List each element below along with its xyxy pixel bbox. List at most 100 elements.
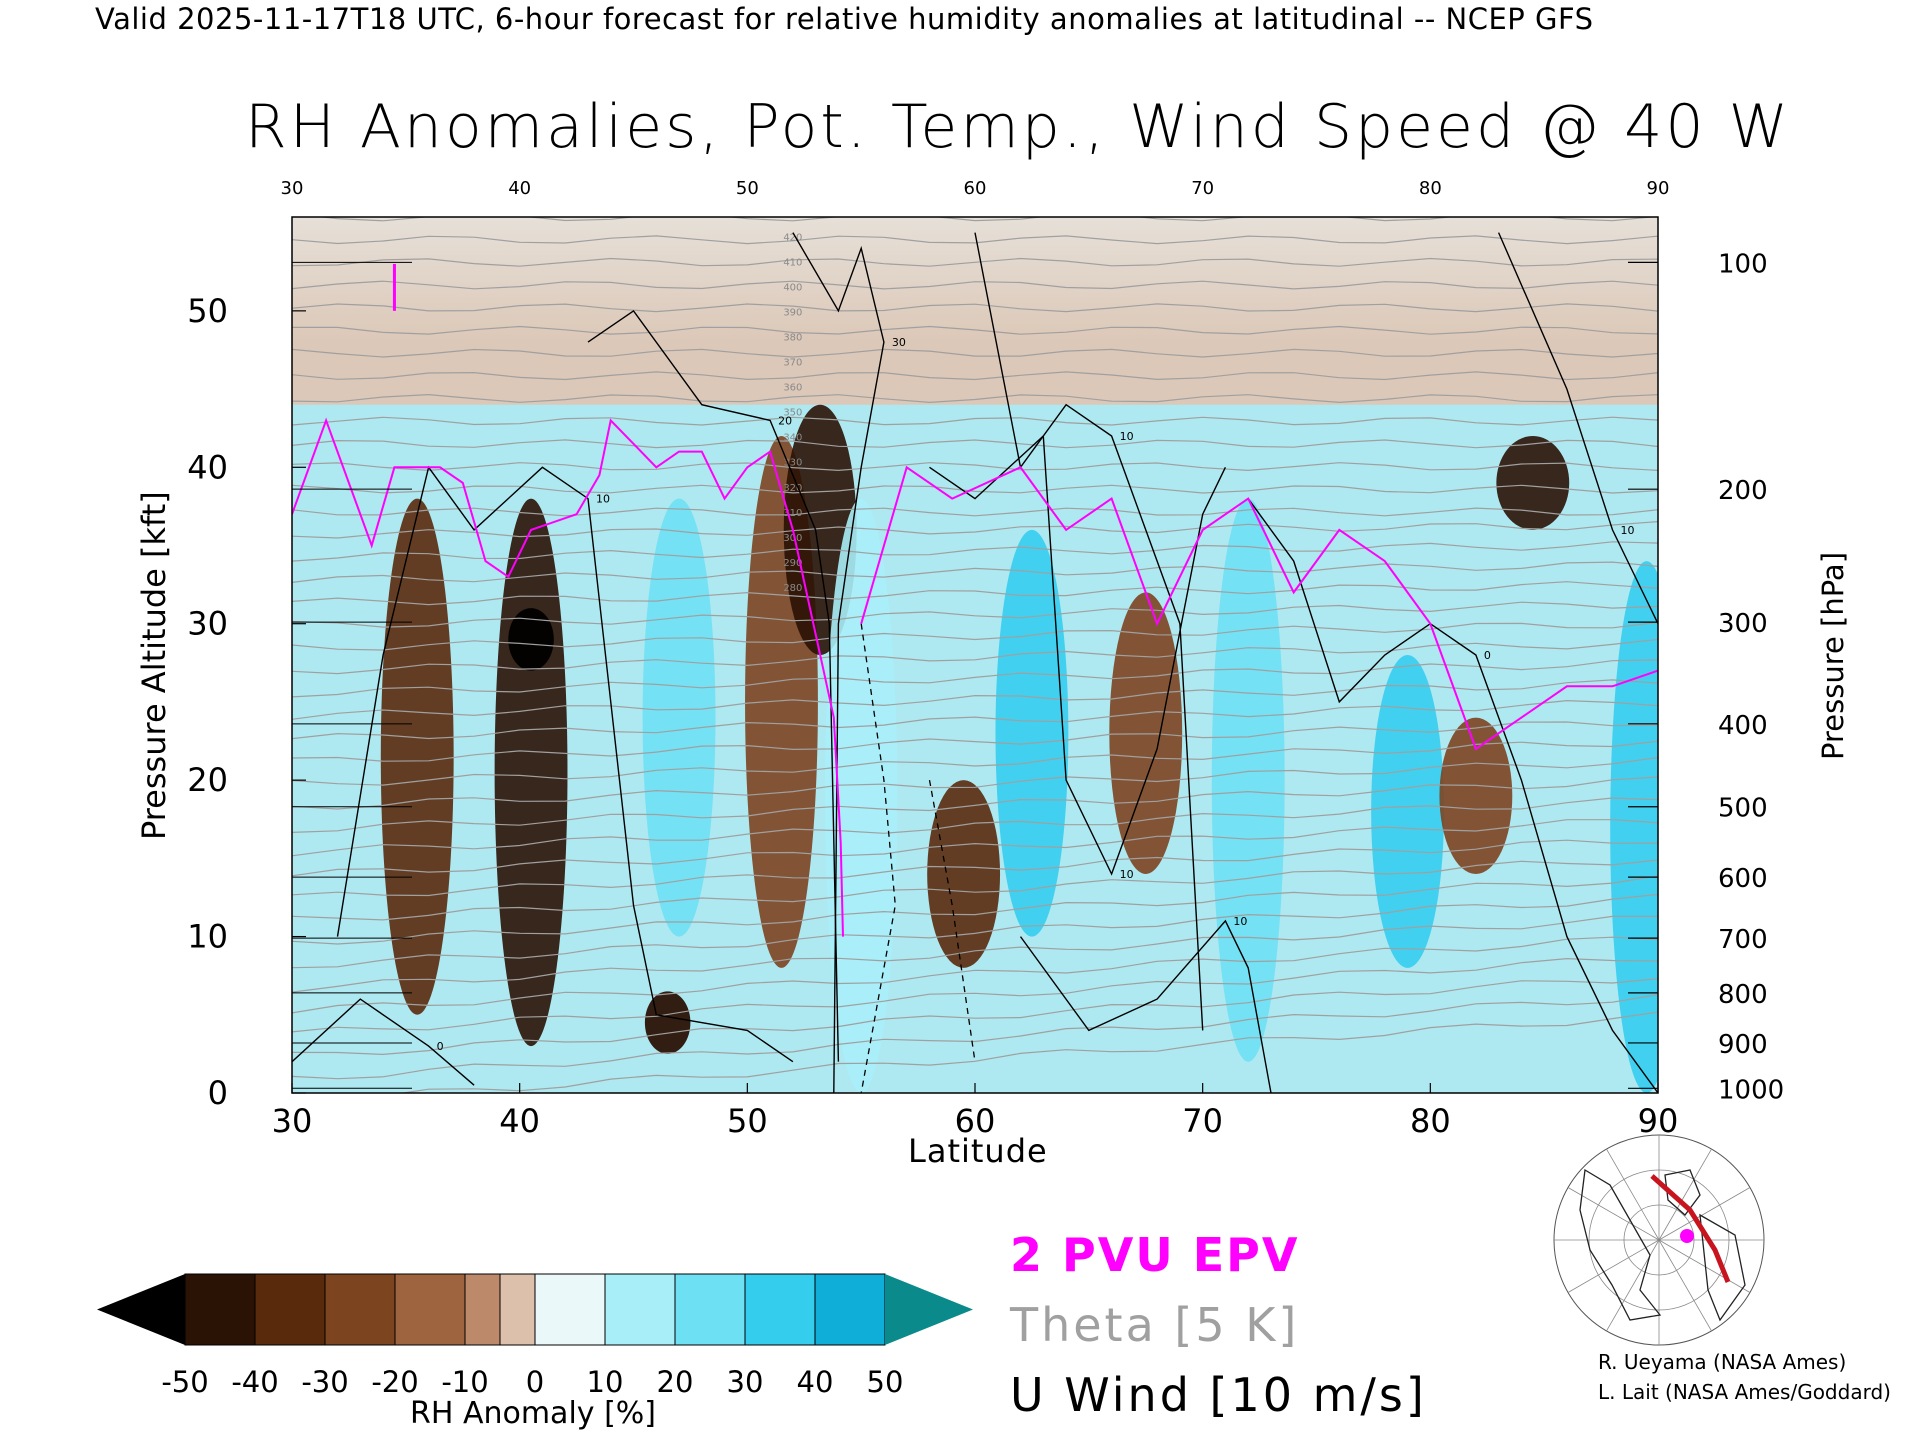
u-wind-contour	[1497, 232, 1658, 625]
x-tick-label-top: 40	[508, 178, 531, 199]
theta-label: 370	[783, 358, 802, 369]
theta-contour	[292, 541, 1658, 562]
rh-anomaly-blob	[642, 498, 716, 937]
y-tick-label: 0	[208, 1074, 228, 1112]
x-axis-label: Latitude	[908, 1132, 1048, 1170]
y-axis-label: Pressure Altitude [kft]	[135, 491, 173, 840]
pressure-tick-label: 900	[1718, 1030, 1768, 1060]
pressure-tick-label: 1000	[1718, 1075, 1784, 1105]
theta-contour	[292, 957, 1658, 1033]
theta-label: 320	[783, 483, 802, 494]
theta-contour	[292, 235, 1658, 245]
x-tick-label-top: 70	[1191, 178, 1214, 199]
colorbar-label: RH Anomaly [%]	[410, 1396, 656, 1431]
rh-anomaly-blob	[644, 991, 691, 1054]
theta-contour	[292, 819, 1658, 877]
colorbar-bin	[394, 1273, 466, 1346]
x-tick-label-top: 50	[736, 178, 759, 199]
colorbar-tick-label: -10	[441, 1365, 488, 1399]
theta-contour	[292, 978, 1658, 1056]
theta-contour	[292, 581, 1658, 606]
theta-contour	[292, 936, 1658, 1014]
u-wind-label: 0	[437, 1040, 444, 1053]
map-coastline	[1579, 1168, 1662, 1321]
legend-pv: 2 PVU EPV	[1010, 1228, 1300, 1282]
colorbar-bin	[254, 1273, 326, 1346]
u-wind-label: 10	[1120, 868, 1134, 881]
pv-line-layer	[292, 263, 1658, 937]
colorbar-under-arrow	[97, 1274, 185, 1345]
credit-line: L. Lait (NASA Ames/Goddard)	[1598, 1380, 1891, 1404]
x-tick-label-top: 30	[281, 178, 304, 199]
theta-contour	[292, 484, 1658, 494]
colorbar-tick-label: -30	[301, 1365, 348, 1399]
valid-time-header: Valid 2025-11-17T18 UTC, 6-hour forecast…	[95, 2, 1594, 36]
rh-anomaly-blob	[1371, 655, 1444, 968]
theta-contour	[292, 601, 1658, 628]
rh-anomaly-blob	[1439, 717, 1513, 874]
theta-label: 400	[783, 283, 802, 294]
inset-map	[1553, 1134, 1765, 1346]
legend-theta: Theta [5 K]	[1010, 1298, 1300, 1352]
rh-anomaly-blob	[508, 608, 554, 671]
theta-label: 300	[783, 533, 802, 544]
pressure-tick-label: 500	[1718, 794, 1768, 824]
theta-contour	[292, 303, 1658, 313]
theta-label: 410	[783, 257, 802, 268]
theta-label: 420	[783, 232, 802, 243]
theta-label: 350	[783, 408, 802, 419]
colorbar-tick-label: 20	[657, 1365, 694, 1399]
rh-anomaly-blob	[1211, 498, 1285, 1062]
colorbar-bin	[324, 1273, 396, 1346]
theta-contour	[292, 756, 1658, 810]
theta-contour	[292, 859, 1658, 921]
colorbar-bin	[534, 1273, 606, 1346]
credit-line: R. Ueyama (NASA Ames)	[1598, 1350, 1847, 1374]
theta-contour	[292, 893, 1658, 969]
pressure-tick-label: 300	[1718, 609, 1768, 639]
theta-contour	[292, 638, 1658, 675]
theta-contour	[292, 462, 1658, 472]
x-tick-label: 60	[955, 1102, 996, 1140]
u-wind-label: 10	[1120, 430, 1134, 443]
x-tick-label: 50	[727, 1102, 768, 1140]
theta-contour	[292, 439, 1658, 449]
theta-contour	[292, 994, 1658, 1080]
axes: 3030404050506060707080809090010203040501…	[187, 178, 1784, 1140]
rh-anomaly-blob	[1496, 436, 1570, 530]
theta-contour	[292, 416, 1658, 426]
colorbar-tick-label: -40	[231, 1365, 278, 1399]
map-meridian	[1567, 1187, 1660, 1241]
y-tick-label: 40	[187, 448, 228, 486]
x-tick-label-top: 60	[964, 178, 987, 199]
pressure-tick-label: 600	[1718, 864, 1768, 894]
theta-contour	[292, 875, 1658, 945]
colorbar-tick-label: 50	[867, 1365, 904, 1399]
colorbar-bin	[184, 1273, 256, 1346]
x-tick-label: 30	[272, 1102, 313, 1140]
theta-contour	[292, 776, 1658, 833]
theta-contours: 4204104003903803703603503403303203103002…	[292, 217, 1658, 1093]
x-tick-label-top: 80	[1419, 178, 1442, 199]
chart-title: RH Anomalies, Pot. Temp., Wind Speed @ 4…	[245, 92, 1791, 162]
colorbar: -50 -40 -30 -20 -10 0 10 20 30 40 50	[97, 1273, 973, 1399]
u-wind-label: 10	[1620, 524, 1634, 537]
u-wind-contours: 0 10 20 30 10 0 10 10 10	[292, 232, 1658, 1093]
u-wind-contour	[792, 232, 885, 1093]
theta-contour	[292, 797, 1658, 857]
map-meridian	[1658, 1239, 1712, 1332]
pressure-tick-label: 400	[1718, 711, 1768, 741]
u-wind-negative-contour	[928, 779, 976, 1062]
theta-contour	[292, 699, 1658, 740]
map-meridian	[1567, 1239, 1660, 1293]
x-tick-label-top: 90	[1647, 178, 1670, 199]
u-wind-contour	[974, 232, 1204, 1031]
u-wind-contour	[587, 309, 840, 1062]
colorbar-bin	[604, 1273, 676, 1346]
rh-anomaly-blob	[494, 498, 568, 1047]
map-section-line	[1650, 1174, 1731, 1283]
y-tick-label: 30	[187, 605, 228, 643]
colorbar-bin	[744, 1273, 816, 1346]
rh-anomaly-blob	[995, 529, 1069, 937]
